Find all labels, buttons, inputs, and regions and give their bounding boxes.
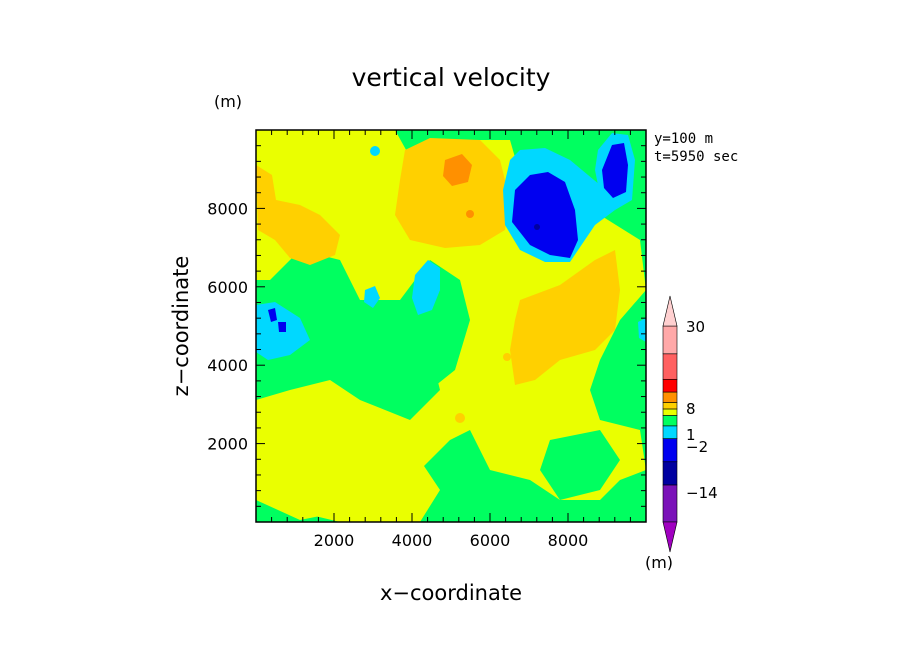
- y-unit-label: (m): [214, 92, 242, 111]
- field-green-bottom: [540, 430, 620, 500]
- colorbar-unit-label: (m): [645, 553, 673, 572]
- field-cyan-top: [370, 146, 380, 156]
- contour-field: [256, 130, 646, 522]
- x-tick-label: 4000: [392, 531, 433, 550]
- y-axis-label: z−coordinate: [169, 256, 193, 397]
- field-blue-ne: [512, 172, 578, 258]
- x-axis-label: x−coordinate: [380, 581, 522, 605]
- field-darkorange-dot: [466, 210, 474, 218]
- field-orange-dot-1: [455, 413, 465, 423]
- colorbar-tick-label: 30: [686, 318, 705, 336]
- field-orange-right: [510, 250, 620, 385]
- x-tick-label: 6000: [470, 531, 511, 550]
- y-tick-label: 2000: [207, 435, 248, 454]
- colorbar-tick-label: −2: [686, 438, 708, 456]
- field-orange-left: [256, 165, 340, 265]
- field-darkorange-top: [443, 154, 472, 186]
- colorbar-segment: [662, 415, 678, 427]
- field-navy-dot: [534, 224, 540, 230]
- x-tick-label: 8000: [548, 531, 589, 550]
- annotation-y: y=100 m: [654, 131, 713, 147]
- colorbar-arrow-high: [662, 295, 678, 327]
- colorbar-segment: [662, 325, 678, 355]
- colorbar-segment: [662, 391, 678, 403]
- y-tick-label: 8000: [207, 199, 248, 218]
- colorbar-segment: [662, 408, 678, 416]
- colorbar-tick-label: 1: [686, 426, 696, 444]
- colorbar-segment: [662, 378, 678, 393]
- colorbar-segment: [662, 402, 678, 410]
- field-cyan-edge: [638, 318, 646, 342]
- colorbar: 30 8 1−2 −14: [662, 295, 718, 553]
- plot-frame: [255, 129, 647, 523]
- axes: 2000 4000 6000 8000 2000 4000 6000 8000: [207, 130, 646, 550]
- y-tick-label: 6000: [207, 278, 248, 297]
- field-blue-ne2: [602, 143, 628, 198]
- colorbar-tick-label: 8: [686, 400, 696, 418]
- colorbar-segment: [662, 484, 678, 523]
- field-cyan-mid: [412, 260, 440, 315]
- colorbar-segment: [662, 425, 678, 439]
- annotation-t: t=5950 sec: [654, 149, 738, 165]
- chart-title: vertical velocity: [352, 63, 551, 92]
- x-tick-label: 2000: [314, 531, 355, 550]
- colorbar-tick-label: −14: [686, 484, 718, 502]
- field-orange-top: [395, 138, 510, 248]
- colorbar-segment: [662, 353, 678, 380]
- field-orange-dot-2: [503, 353, 511, 361]
- field-cyan-small: [364, 286, 380, 308]
- colorbar-segment: [662, 461, 678, 486]
- colorbar-arrow-low: [662, 521, 678, 553]
- y-tick-label: 4000: [207, 356, 248, 375]
- field-blue-left: [268, 308, 286, 332]
- field-green-mid: [360, 260, 470, 390]
- colorbar-segment: [662, 438, 678, 463]
- field-yellow-lower: [256, 420, 440, 522]
